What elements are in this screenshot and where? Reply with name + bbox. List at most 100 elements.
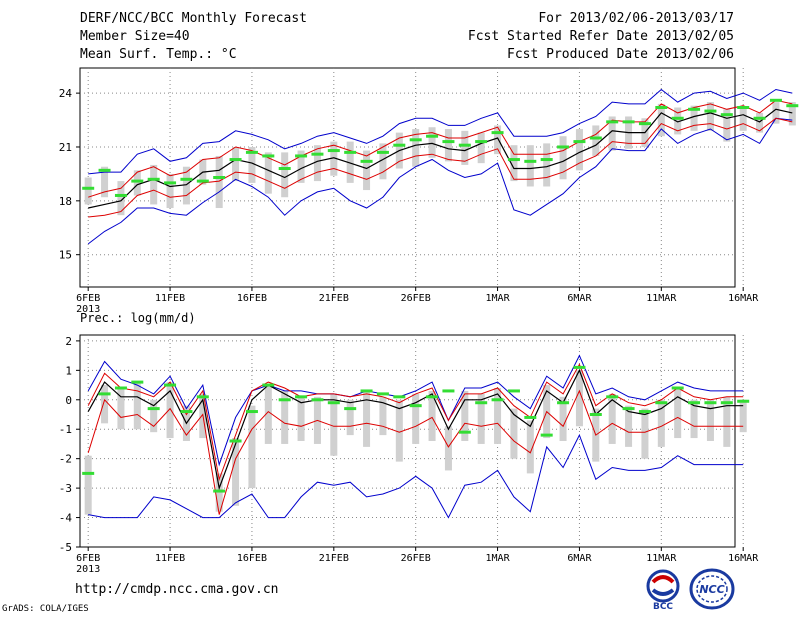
median-marker: [459, 144, 471, 147]
median-marker: [492, 398, 504, 401]
spread-box: [134, 382, 141, 429]
median-marker: [557, 145, 569, 148]
year-label: 2013: [76, 564, 100, 575]
median-marker: [262, 154, 274, 157]
median-marker: [721, 401, 733, 404]
x-tick-label: 6FEB: [76, 293, 100, 304]
spread-box: [707, 102, 714, 131]
median-marker: [230, 440, 242, 443]
spread-box: [232, 147, 239, 181]
x-tick-label: 16MAR: [728, 293, 759, 304]
x-tick-label: 11MAR: [646, 293, 677, 304]
median-marker: [246, 151, 258, 154]
spread-box: [592, 125, 599, 156]
median-marker: [311, 398, 323, 401]
median-marker: [590, 137, 602, 140]
series-maximum: [88, 90, 792, 174]
spread-box: [85, 178, 92, 205]
spread-box: [216, 156, 223, 208]
x-tick-label: 1MAR: [486, 553, 511, 564]
bcc-logo-text: BCC: [653, 602, 673, 612]
y-tick-label: 24: [59, 87, 73, 100]
x-tick-label: 6FEB: [76, 553, 100, 564]
median-marker: [164, 181, 176, 184]
median-marker: [754, 117, 766, 120]
panel-temperature: 151821246FEB11FEB16FEB21FEB26FEB1MAR6MAR…: [59, 68, 799, 315]
median-marker: [639, 410, 651, 413]
median-marker: [180, 410, 192, 413]
y-tick-label: -1: [59, 423, 72, 436]
x-tick-label: 26FEB: [401, 553, 431, 564]
median-marker: [623, 120, 635, 123]
median-marker: [688, 401, 700, 404]
median-marker: [721, 113, 733, 116]
x-tick-label: 6MAR: [567, 293, 592, 304]
median-marker: [410, 138, 422, 141]
median-marker: [459, 431, 471, 434]
y-tick-label: -5: [59, 541, 72, 554]
median-marker: [737, 400, 749, 403]
x-tick-label: 6MAR: [567, 553, 592, 564]
x-tick-label: 21FEB: [319, 553, 349, 564]
median-marker: [82, 187, 94, 190]
median-marker: [344, 151, 356, 154]
median-marker: [279, 167, 291, 170]
spread-box: [429, 127, 436, 158]
spread-box: [150, 165, 157, 204]
median-marker: [541, 434, 553, 437]
x-tick-label: 16FEB: [237, 293, 267, 304]
y-tick-label: 15: [59, 249, 72, 262]
median-marker: [737, 106, 749, 109]
median-marker: [639, 122, 651, 125]
median-marker: [573, 140, 585, 143]
x-tick-label: 11FEB: [155, 553, 185, 564]
median-marker: [328, 401, 340, 404]
spread-box: [740, 400, 747, 432]
plot-frame: [80, 335, 735, 547]
median-marker: [770, 99, 782, 102]
median-marker: [295, 154, 307, 157]
median-marker: [148, 407, 160, 410]
median-marker: [131, 180, 143, 183]
spread-box: [347, 400, 354, 435]
spread-box: [298, 397, 305, 441]
median-marker: [524, 160, 536, 163]
median-marker: [99, 169, 111, 172]
median-marker: [197, 180, 209, 183]
median-marker: [672, 387, 684, 390]
spread-box: [85, 456, 92, 515]
y-tick-label: 2: [65, 335, 72, 348]
series-ensemble-mean: [88, 109, 792, 208]
spread-box: [527, 145, 534, 186]
spread-box: [543, 143, 550, 186]
y-tick-label: 1: [65, 364, 72, 377]
median-marker: [573, 366, 585, 369]
median-marker: [115, 387, 127, 390]
median-marker: [655, 106, 667, 109]
median-marker: [82, 472, 94, 475]
grads-credit: GrADS: COLA/IGES: [2, 604, 89, 614]
median-marker: [655, 401, 667, 404]
series-mean-std: [88, 118, 792, 217]
median-marker: [606, 395, 618, 398]
y-tick-label: -4: [59, 512, 73, 525]
spread-box: [445, 426, 452, 470]
median-marker: [213, 490, 225, 493]
median-marker: [524, 416, 536, 419]
median-marker: [328, 149, 340, 152]
forecast-charts: 151821246FEB11FEB16FEB21FEB26FEB1MAR6MAR…: [0, 0, 800, 618]
median-marker: [393, 144, 405, 147]
x-tick-label: 11FEB: [155, 293, 185, 304]
median-marker: [295, 395, 307, 398]
median-marker: [361, 160, 373, 163]
series-mean-std: [88, 100, 792, 197]
spread-box: [232, 438, 239, 506]
source-url[interactable]: http://cmdp.ncc.cma.gov.cn: [75, 582, 279, 597]
median-marker: [410, 404, 422, 407]
median-marker: [623, 407, 635, 410]
median-marker: [442, 140, 454, 143]
spread-box: [641, 409, 648, 459]
median-marker: [148, 178, 160, 181]
x-tick-label: 11MAR: [646, 553, 677, 564]
median-marker: [508, 158, 520, 161]
